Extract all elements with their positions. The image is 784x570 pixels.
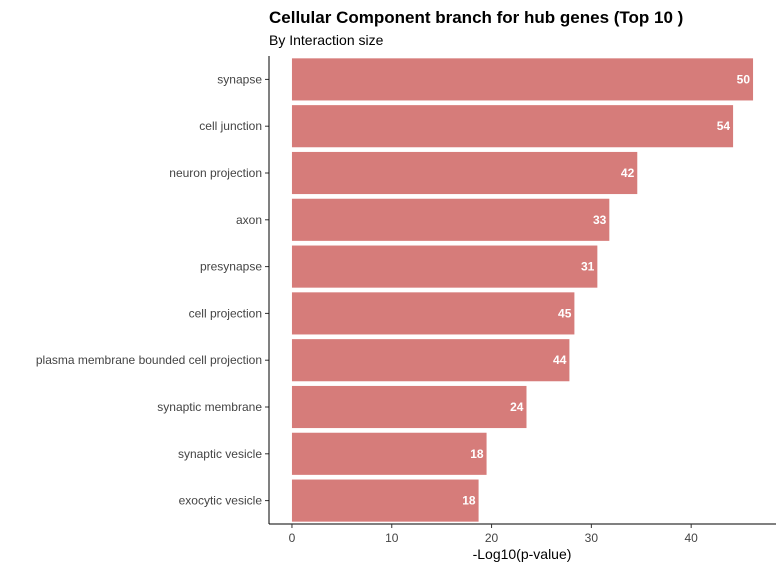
bar xyxy=(291,198,610,241)
bar-value-label: 45 xyxy=(558,306,572,320)
bar xyxy=(291,385,527,429)
bar xyxy=(291,105,734,148)
y-tick-label: synaptic membrane xyxy=(157,400,262,414)
bar xyxy=(291,245,598,288)
y-tick-label: synaptic vesicle xyxy=(178,447,262,461)
chart-subtitle: By Interaction size xyxy=(269,32,384,48)
x-tick-label: 30 xyxy=(585,531,599,545)
bar-value-label: 18 xyxy=(462,494,476,508)
y-tick-label: axon xyxy=(236,213,262,227)
bar xyxy=(291,151,638,195)
bar-value-label: 54 xyxy=(717,119,731,133)
x-axis-title: -Log10(p-value) xyxy=(473,546,572,562)
y-tick-label: exocytic vesicle xyxy=(179,494,263,508)
y-tick-label: cell projection xyxy=(189,306,262,320)
axes-layer: synapse cell junction neuron projection axo… xyxy=(36,56,776,545)
bar-value-label: 24 xyxy=(510,400,524,414)
chart-title: Cellular Component branch for hub genes … xyxy=(269,8,683,27)
y-tick-label: cell junction xyxy=(199,119,262,133)
y-tick-label: presynapse xyxy=(200,260,262,274)
bar-value-label: 42 xyxy=(621,166,635,180)
bar-value-label: 50 xyxy=(737,72,751,86)
x-tick-label: 0 xyxy=(289,531,296,545)
x-tick-label: 10 xyxy=(385,531,399,545)
bar xyxy=(291,432,487,475)
bar-value-label: 18 xyxy=(470,447,484,461)
bar-value-label: 31 xyxy=(581,260,595,274)
x-tick-label: 20 xyxy=(485,531,499,545)
y-tick-label: neuron projection xyxy=(169,166,262,180)
bar-value-label: 33 xyxy=(593,213,607,227)
bar xyxy=(291,479,479,522)
bar xyxy=(291,339,570,382)
y-tick-label: plasma membrane bounded cell projection xyxy=(36,353,262,367)
bars-layer: 50 54 42 33 31 45 44 24 18 18 xyxy=(291,58,754,522)
x-tick-label: 40 xyxy=(684,531,698,545)
y-tick-label: synapse xyxy=(217,72,262,86)
bar-value-label: 44 xyxy=(553,353,567,367)
bar xyxy=(291,292,575,335)
bar xyxy=(291,58,754,101)
